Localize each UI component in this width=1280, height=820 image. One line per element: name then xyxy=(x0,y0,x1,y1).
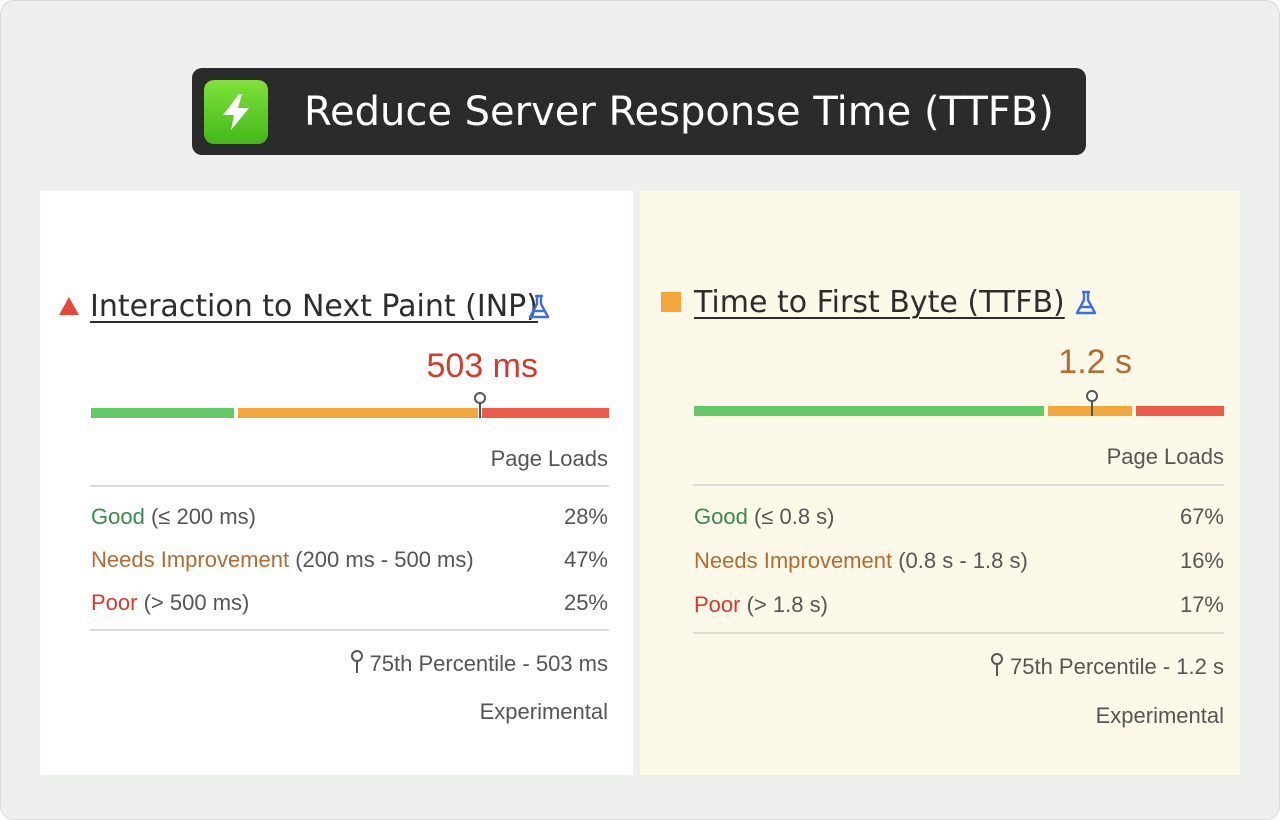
divider xyxy=(693,632,1224,634)
ttfb-bar-good xyxy=(694,406,1044,416)
inp-bar-poor xyxy=(482,408,609,418)
flask-icon[interactable] xyxy=(527,294,551,320)
row-value: 28% xyxy=(563,504,608,529)
row-label: Poor xyxy=(694,592,741,617)
row-range: (≤ 0.8 s) xyxy=(753,504,835,529)
row-range: (> 1.8 s) xyxy=(746,592,828,617)
ttfb-card: Time to First Byte (TTFB) 1.2 s Page Loa… xyxy=(640,191,1240,775)
percentile-text: 75th Percentile - 503 ms xyxy=(369,651,608,676)
ttfb-experimental-label: Experimental xyxy=(1095,703,1224,728)
percentile-marker-icon xyxy=(990,653,1003,676)
percentile-marker-icon xyxy=(350,650,363,673)
red-triangle-icon xyxy=(59,297,79,315)
orange-square-icon xyxy=(661,292,681,312)
inp-row-needs-improvement: Needs Improvement (200 ms - 500 ms) xyxy=(91,547,474,573)
inp-title-link[interactable]: Interaction to Next Paint (INP) xyxy=(90,289,538,324)
ttfb-value: 1.2 s xyxy=(1058,343,1132,381)
ttfb-row-needs-improvement: Needs Improvement (0.8 s - 1.8 s) xyxy=(694,548,1028,574)
ttfb-row-good: Good (≤ 0.8 s) xyxy=(694,504,835,530)
ttfb-percentile: 75th Percentile - 1.2 s xyxy=(890,653,1224,680)
row-value: 67% xyxy=(1179,504,1224,529)
inp-experimental-label: Experimental xyxy=(479,699,608,724)
ttfb-bar-needs-improvement xyxy=(1048,406,1132,416)
row-label: Good xyxy=(694,504,748,529)
row-value: 47% xyxy=(563,547,608,572)
percentile-marker-icon xyxy=(474,392,486,418)
percentile-text: 75th Percentile - 1.2 s xyxy=(1009,654,1224,679)
row-range: (≤ 200 ms) xyxy=(150,504,256,529)
flask-icon[interactable] xyxy=(1074,290,1098,316)
ttfb-bar-poor xyxy=(1136,406,1224,416)
inp-row-poor: Poor (> 500 ms) xyxy=(91,590,249,616)
divider xyxy=(90,485,609,487)
inp-bar-needs-improvement xyxy=(238,408,478,418)
inp-column-header: Page Loads xyxy=(490,446,608,471)
ttfb-title-link[interactable]: Time to First Byte (TTFB) xyxy=(694,285,1065,320)
inp-card: Interaction to Next Paint (INP) 503 ms P… xyxy=(40,191,633,775)
row-range: (> 500 ms) xyxy=(143,590,250,615)
row-label: Good xyxy=(91,504,145,529)
inp-row-good: Good (≤ 200 ms) xyxy=(91,504,256,530)
inp-percentile: 75th Percentile - 503 ms xyxy=(270,650,608,677)
divider xyxy=(693,484,1224,486)
row-range: (0.8 s - 1.8 s) xyxy=(898,548,1028,573)
row-range: (200 ms - 500 ms) xyxy=(295,547,474,572)
row-label: Needs Improvement xyxy=(694,548,893,573)
banner-title: Reduce Server Response Time (TTFB) xyxy=(304,89,1054,135)
title-banner: Reduce Server Response Time (TTFB) xyxy=(192,68,1086,155)
row-value: 16% xyxy=(1179,548,1224,573)
lightning-bolt-icon xyxy=(204,80,268,144)
divider xyxy=(90,629,609,631)
row-label: Poor xyxy=(91,590,138,615)
percentile-marker-icon xyxy=(1086,390,1098,416)
inp-value: 503 ms xyxy=(426,347,539,385)
row-value: 25% xyxy=(563,590,608,615)
inp-bar-good xyxy=(91,408,234,418)
row-label: Needs Improvement xyxy=(91,547,290,572)
row-value: 17% xyxy=(1179,592,1224,617)
ttfb-row-poor: Poor (> 1.8 s) xyxy=(694,592,828,618)
ttfb-column-header: Page Loads xyxy=(1106,444,1224,469)
